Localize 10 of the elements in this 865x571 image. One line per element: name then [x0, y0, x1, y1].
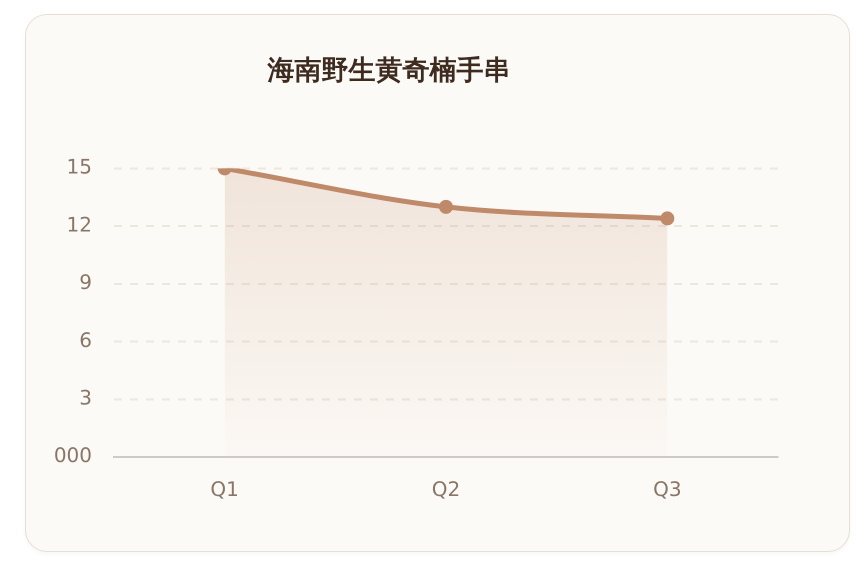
- y-tick-label: 12: [66, 212, 92, 236]
- y-tick-label: 9: [79, 270, 92, 294]
- x-tick-label: Q2: [432, 477, 460, 502]
- chart-title: 海南野生黄奇楠手串: [266, 55, 510, 86]
- x-tick-label: Q1: [210, 477, 239, 502]
- y-tick-label: 15: [66, 154, 92, 179]
- y-tick-label: 000: [54, 443, 92, 468]
- y-tick-label: 3: [79, 385, 92, 410]
- y-tick-label: 6: [79, 328, 92, 352]
- x-tick-label: Q3: [653, 477, 682, 502]
